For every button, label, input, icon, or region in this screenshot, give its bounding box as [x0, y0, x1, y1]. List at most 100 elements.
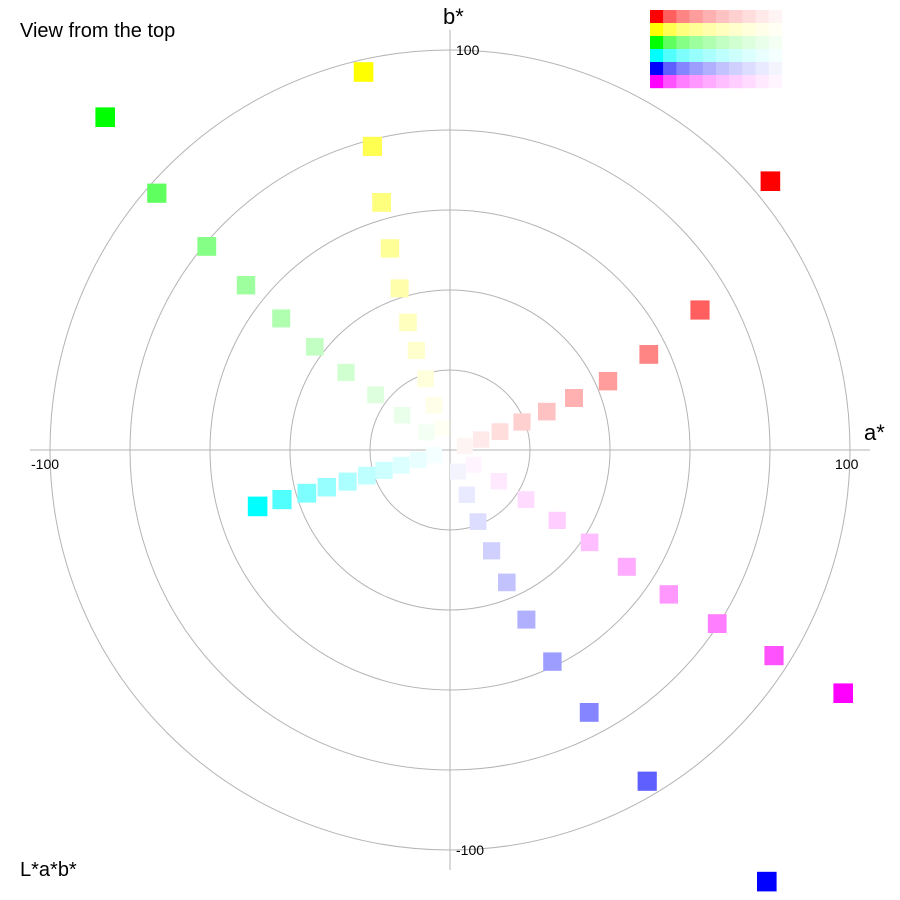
legend-swatch-r4-c5	[716, 62, 730, 76]
legend-swatch-r1-c4	[702, 23, 717, 37]
data-point-s0-p7	[491, 423, 509, 440]
legend-swatch-r3-c1	[663, 49, 677, 63]
legend-swatch-r5-c3	[689, 75, 703, 89]
legend-swatch-r1-c7	[742, 23, 756, 37]
data-points	[95, 62, 853, 892]
legend-swatch-r0-c6	[729, 10, 743, 24]
data-point-s4-p1	[637, 771, 657, 791]
data-point-s1-p2	[372, 193, 391, 212]
legend-swatch-r4-c1	[663, 62, 677, 76]
data-point-s3-p9	[426, 447, 442, 464]
legend-swatch-r2-c7	[742, 36, 756, 50]
legend-swatch-r4-c8	[755, 62, 769, 76]
legend-swatch-r1-c6	[729, 23, 743, 37]
legend-swatch-r4-c3	[689, 62, 703, 76]
legend-swatch-r0-c4	[702, 10, 717, 24]
legend-swatch-r0-c3	[689, 10, 703, 24]
data-point-s2-p2	[197, 237, 217, 256]
data-point-s5-p9	[465, 456, 482, 473]
legend-swatch-r5-c4	[702, 75, 717, 89]
legend-swatch-r5-c8	[755, 75, 769, 89]
legend-swatch-r2-c9	[768, 36, 783, 50]
b-axis-label: b*	[443, 4, 464, 29]
data-point-s0-p5	[538, 402, 556, 421]
legend-swatch-r1-c5	[716, 23, 730, 37]
data-point-s5-p5	[580, 533, 599, 552]
legend-swatch-r2-c3	[689, 36, 703, 50]
data-point-s5-p0	[833, 683, 853, 703]
legend-swatch-r2-c1	[663, 36, 677, 50]
data-point-s2-p8	[393, 407, 411, 424]
legend-swatch-r3-c0	[650, 49, 664, 63]
data-point-s2-p6	[337, 363, 355, 381]
legend-swatch-r3-c4	[702, 49, 717, 63]
data-point-s1-p8	[425, 397, 443, 414]
data-point-s5-p2	[707, 614, 727, 633]
data-point-s1-p6	[407, 341, 425, 359]
legend-swatch-r0-c8	[755, 10, 769, 24]
x-tick-max: 100	[835, 456, 859, 472]
legend-swatch-r2-c2	[676, 36, 690, 50]
data-point-s3-p4	[338, 472, 357, 491]
data-point-s2-p3	[236, 276, 256, 295]
data-point-s2-p9	[418, 424, 435, 441]
data-point-s1-p5	[399, 313, 417, 332]
data-point-s4-p6	[483, 542, 501, 560]
data-point-s3-p5	[358, 466, 376, 485]
legend-swatch-r2-c4	[702, 36, 717, 50]
legend-swatch-r0-c1	[663, 10, 677, 24]
data-point-s2-p5	[306, 338, 324, 356]
legend-swatch-r4-c0	[650, 62, 664, 76]
legend-swatch-r2-c5	[716, 36, 730, 50]
data-point-s4-p9	[450, 463, 466, 480]
data-point-s1-p1	[362, 136, 382, 156]
legend-swatch-r3-c3	[689, 49, 703, 63]
legend-swatch-r1-c0	[650, 23, 664, 37]
color-space-label: L*a*b*	[20, 859, 77, 881]
data-point-s3-p1	[272, 490, 292, 510]
data-point-s4-p4	[517, 610, 536, 629]
legend-swatch-r5-c2	[676, 75, 690, 89]
data-point-s4-p5	[498, 573, 516, 592]
legend-swatch-r2-c0	[650, 36, 664, 50]
legend-swatch-r3-c7	[742, 49, 756, 63]
legend-swatch-r0-c5	[716, 10, 730, 24]
data-point-s3-p6	[375, 461, 393, 479]
legend-swatch-r1-c9	[768, 23, 783, 37]
data-point-s3-p8	[410, 451, 427, 469]
legend-swatch-r1-c3	[689, 23, 703, 37]
legend-swatch-r3-c9	[768, 49, 783, 63]
legend-swatch-r5-c7	[742, 75, 756, 89]
legend-swatch-r3-c8	[755, 49, 769, 63]
data-point-s0-p8	[473, 431, 490, 448]
data-point-s1-p3	[380, 239, 400, 258]
legend-swatch-r2-c8	[755, 36, 769, 50]
data-point-s2-p0	[95, 107, 115, 127]
data-point-s2-p7	[367, 386, 384, 404]
data-point-s4-p2	[579, 703, 599, 722]
legend-swatch-r3-c6	[729, 49, 743, 63]
data-point-s4-p7	[469, 513, 487, 530]
data-point-s3-p7	[392, 456, 410, 474]
data-point-s5-p3	[659, 585, 678, 604]
data-point-s2-p1	[147, 183, 167, 203]
data-point-s0-p6	[513, 413, 531, 431]
legend-swatch-r0-c9	[768, 10, 783, 24]
legend-swatch-r5-c9	[768, 75, 783, 89]
view-title: View from the top	[20, 20, 176, 42]
legend-swatch-r4-c2	[676, 62, 690, 76]
legend-swatch-r2-c6	[729, 36, 743, 50]
y-tick-max: 100	[456, 42, 480, 58]
legend-swatch-r3-c2	[676, 49, 690, 63]
legend-swatch-r5-c6	[729, 75, 743, 89]
data-point-s5-p1	[764, 646, 784, 666]
data-point-s3-p3	[317, 478, 336, 497]
data-point-s4-p0	[757, 871, 777, 892]
data-point-s0-p2	[639, 345, 659, 364]
data-point-s1-p9	[433, 420, 450, 436]
legend-swatch-r5-c5	[716, 75, 730, 89]
data-point-s0-p9	[456, 438, 473, 454]
data-point-s5-p6	[548, 511, 566, 529]
data-point-s1-p4	[390, 279, 409, 298]
